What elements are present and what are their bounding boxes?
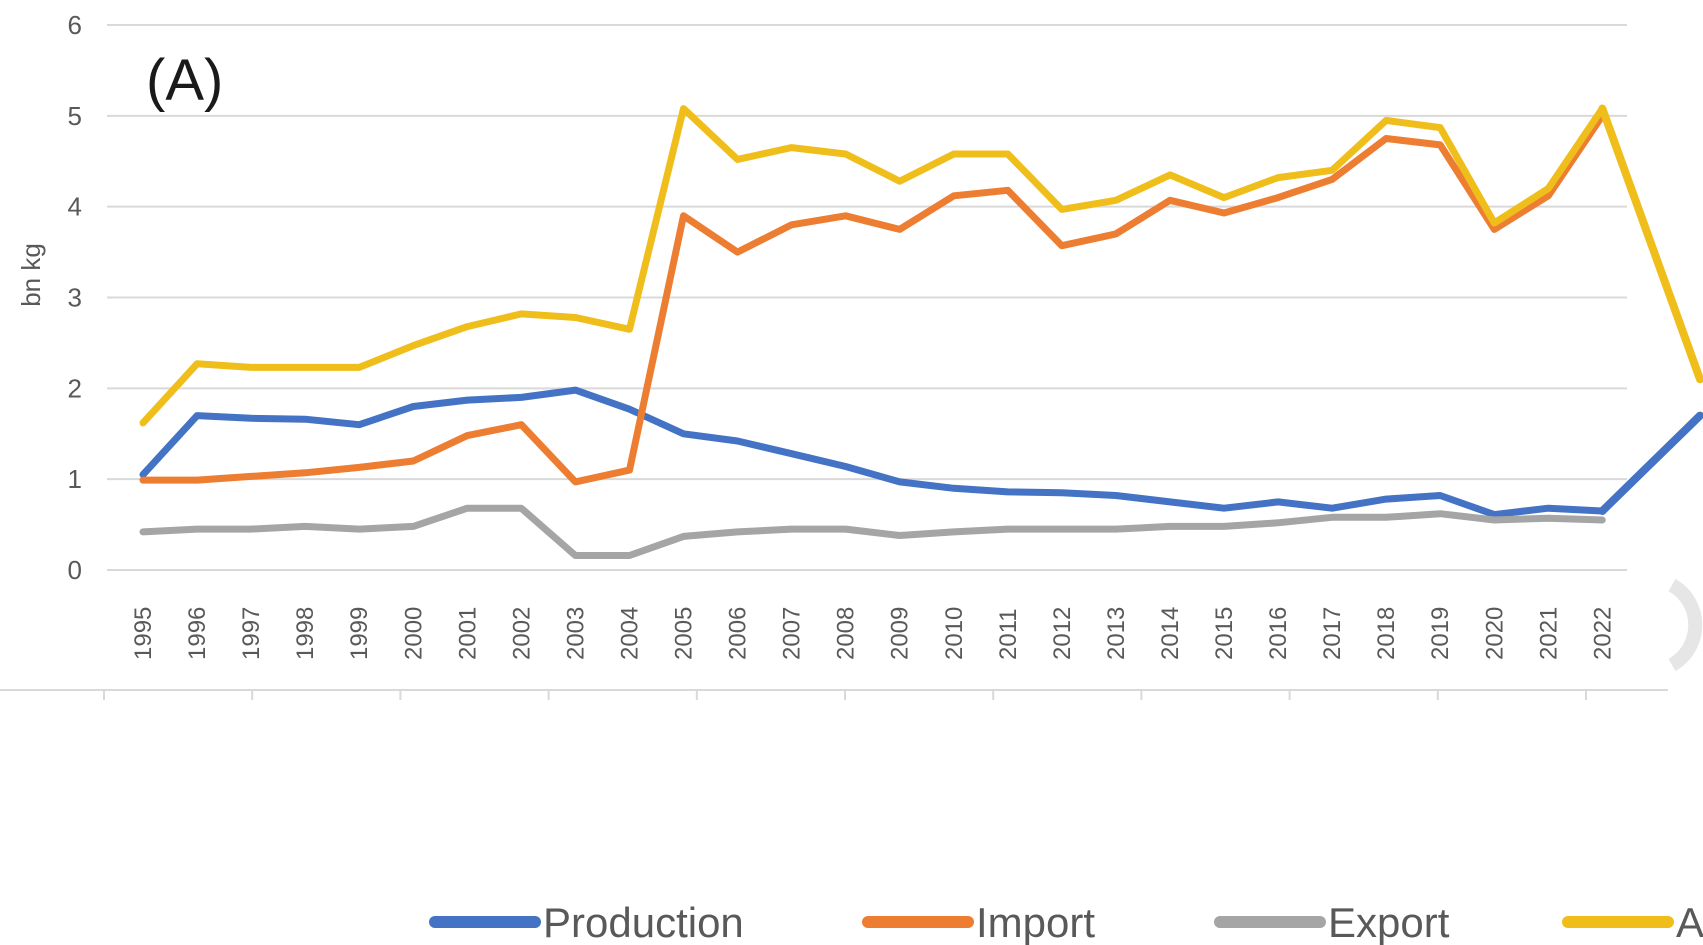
legend: Production Import Export A bbox=[429, 899, 1703, 945]
gridlines bbox=[107, 24, 1627, 571]
y-tick-label: 6 bbox=[68, 10, 82, 40]
legend-label-import: Import bbox=[976, 899, 1095, 945]
y-tick-label: 3 bbox=[68, 283, 82, 313]
series-line-a bbox=[139, 105, 1606, 427]
x-tick-label: 1997 bbox=[238, 607, 265, 660]
x-tick-label: 2001 bbox=[454, 607, 481, 660]
series-line-export bbox=[139, 504, 1606, 559]
x-tick-label: 2002 bbox=[508, 607, 535, 660]
x-tick-label: 2011 bbox=[995, 608, 1022, 660]
x-tick-label: 2017 bbox=[1319, 607, 1346, 660]
x-tick-label: 2021 bbox=[1535, 607, 1562, 660]
x-tick-label: 2012 bbox=[1049, 607, 1076, 660]
x-tick-label: 2004 bbox=[616, 607, 643, 660]
panel-label: (A) bbox=[146, 48, 223, 113]
x-tick-label: 1999 bbox=[346, 607, 373, 660]
x-tick-label: 2018 bbox=[1373, 607, 1400, 660]
x-tick-label: 2014 bbox=[1157, 607, 1184, 660]
chevron-right-icon bbox=[1668, 578, 1703, 672]
legend-label-production: Production bbox=[543, 899, 744, 945]
y-tick-label: 5 bbox=[68, 101, 82, 131]
y-tick-label: 4 bbox=[68, 192, 82, 222]
y-tick-label: 1 bbox=[68, 464, 82, 494]
x-tick-label: 2022 bbox=[1589, 607, 1616, 660]
x-tick-label: 1995 bbox=[130, 607, 157, 660]
x-tick-label: 2020 bbox=[1481, 607, 1508, 660]
trend-arrow-a bbox=[1598, 104, 1703, 384]
x-tick-label: 2000 bbox=[400, 607, 427, 660]
series-lines bbox=[139, 105, 1606, 559]
lower-axis-decoration bbox=[0, 578, 1703, 700]
x-tick-label: 2013 bbox=[1103, 607, 1130, 660]
x-tick-label: 2019 bbox=[1427, 607, 1454, 660]
x-tick-label: 2003 bbox=[562, 607, 589, 660]
legend-label-a: A bbox=[1676, 899, 1703, 945]
y-axis-label: bn kg bbox=[16, 243, 46, 307]
trend-arrows bbox=[1598, 104, 1703, 515]
x-tick-label: 2006 bbox=[725, 607, 752, 660]
y-axis-ticks: 0 1 2 3 4 5 6 bbox=[68, 10, 82, 585]
x-tick-label: 2016 bbox=[1265, 607, 1292, 660]
x-tick-label: 1996 bbox=[184, 607, 211, 660]
legend-label-export: Export bbox=[1328, 899, 1450, 945]
trend-arrow-production bbox=[1598, 411, 1703, 515]
y-tick-label: 0 bbox=[68, 555, 82, 585]
x-tick-label: 2007 bbox=[779, 607, 806, 660]
x-axis-ticks: 1995 1996 1997 1998 1999 2000 2001 2002 2003 2004… bbox=[130, 607, 1616, 660]
x-tick-label: 2010 bbox=[941, 607, 968, 660]
y-tick-label: 2 bbox=[68, 373, 82, 403]
series-line-import bbox=[139, 112, 1606, 486]
x-tick-label: 2009 bbox=[887, 607, 914, 660]
x-tick-label: 1998 bbox=[292, 607, 319, 660]
series-line-production bbox=[139, 386, 1606, 519]
x-tick-label: 2005 bbox=[671, 607, 698, 660]
x-tick-label: 2015 bbox=[1211, 607, 1238, 660]
x-tick-label: 2008 bbox=[833, 607, 860, 660]
